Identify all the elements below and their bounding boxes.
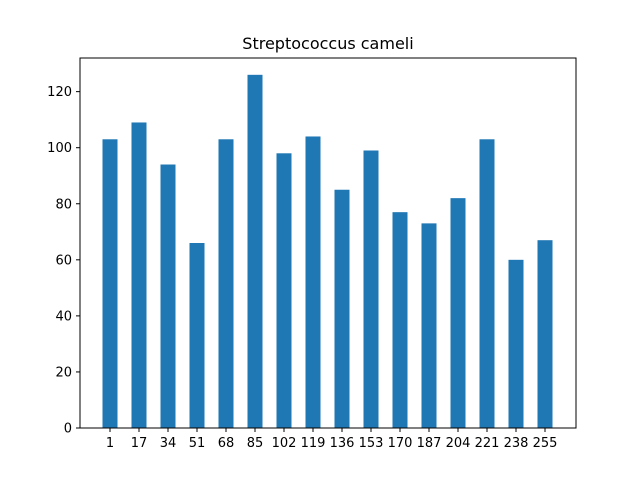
x-tick-label: 102 xyxy=(272,436,297,451)
x-tick-label: 68 xyxy=(218,436,235,451)
bar-68 xyxy=(218,139,234,429)
x-tick-label: 170 xyxy=(388,436,413,451)
x-tick-label: 136 xyxy=(330,436,355,451)
bar-51 xyxy=(189,243,205,428)
x-tick-label: 204 xyxy=(446,436,471,451)
x-tick-label: 255 xyxy=(533,436,558,451)
y-tick-label: 40 xyxy=(55,309,72,324)
bar-102 xyxy=(276,153,292,429)
x-tick-label: 187 xyxy=(417,436,442,451)
bar-34 xyxy=(160,164,176,428)
bar-136 xyxy=(334,189,350,428)
x-tick-label: 238 xyxy=(504,436,529,451)
x-tick-label: 221 xyxy=(475,436,500,451)
bar-85 xyxy=(247,74,263,428)
x-tick-label: 51 xyxy=(189,436,206,451)
bar-119 xyxy=(305,136,321,429)
x-axis: 1 17 34 51 68 85 102 119 136 153 170 187 204 221 238 25… xyxy=(106,428,558,451)
y-tick-label: 60 xyxy=(55,253,72,268)
y-tick-label: 100 xyxy=(47,141,72,156)
bars-layer xyxy=(102,74,553,429)
bar-153 xyxy=(363,150,379,428)
y-tick-label: 120 xyxy=(47,85,72,100)
x-tick-label: 119 xyxy=(301,436,326,451)
x-tick-label: 17 xyxy=(131,436,148,451)
bar-1 xyxy=(102,139,118,429)
y-tick-label: 0 xyxy=(64,422,72,437)
bar-170 xyxy=(392,212,408,428)
bar-17 xyxy=(131,122,147,428)
bar-204 xyxy=(450,198,466,428)
x-tick-label: 85 xyxy=(247,436,264,451)
y-tick-label: 80 xyxy=(55,197,72,212)
x-tick-label: 34 xyxy=(160,436,177,451)
y-axis: 0 20 40 60 80 100 120 xyxy=(47,85,80,437)
bar-221 xyxy=(479,139,495,429)
plot-frame xyxy=(79,57,577,429)
bar-238 xyxy=(508,259,524,428)
x-tick-label: 153 xyxy=(359,436,384,451)
y-tick-label: 20 xyxy=(55,365,72,380)
bar-255 xyxy=(537,240,553,428)
x-tick-label: 1 xyxy=(106,436,114,451)
bar-187 xyxy=(421,223,437,428)
chart-title: Streptococcus cameli xyxy=(242,34,413,53)
